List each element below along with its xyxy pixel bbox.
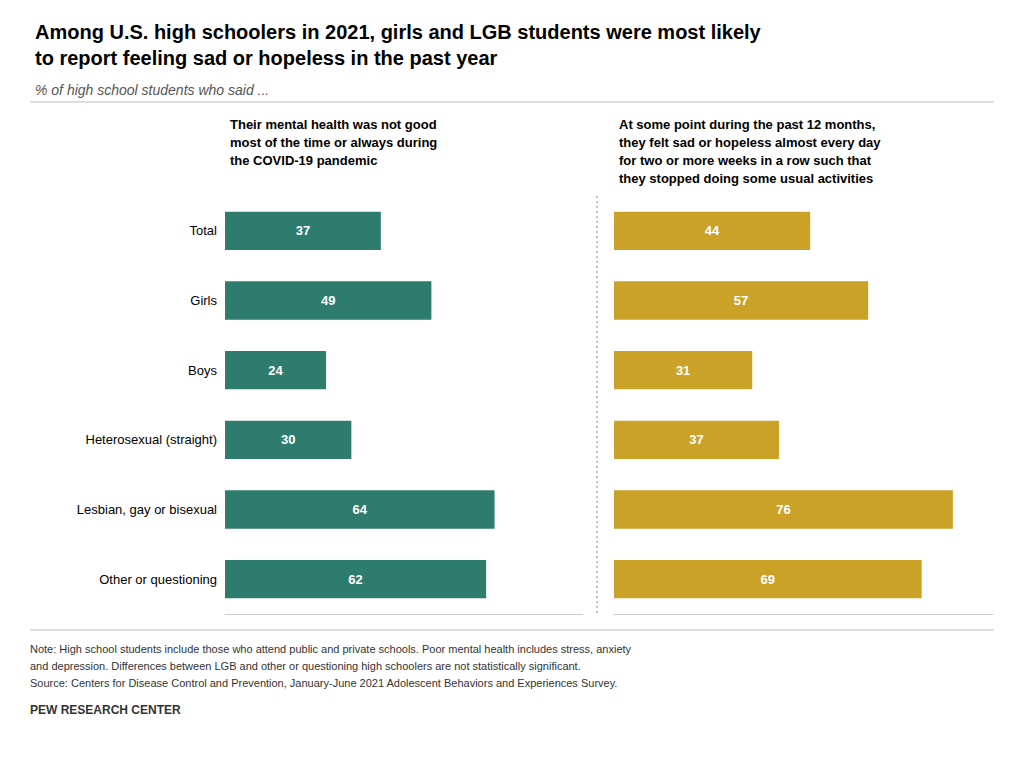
svg-text:and depression. Differences be: and depression. Differences between LGB … <box>30 660 581 672</box>
svg-text:30: 30 <box>281 432 295 447</box>
svg-text:37: 37 <box>296 223 310 238</box>
svg-text:Total: Total <box>190 223 218 238</box>
svg-text:Other or questioning: Other or questioning <box>99 572 217 587</box>
svg-text:57: 57 <box>734 293 748 308</box>
svg-text:Girls: Girls <box>190 293 217 308</box>
svg-text:31: 31 <box>676 363 690 378</box>
svg-text:PEW RESEARCH CENTER: PEW RESEARCH CENTER <box>30 703 181 717</box>
svg-text:for two or more weeks in a row: for two or more weeks in a row such that <box>619 153 872 168</box>
svg-text:49: 49 <box>321 293 335 308</box>
svg-text:Their mental health was not go: Their mental health was not good <box>230 117 437 132</box>
svg-text:37: 37 <box>689 432 703 447</box>
svg-text:most of the time or always dur: most of the time or always during <box>230 135 437 150</box>
svg-text:62: 62 <box>348 572 362 587</box>
svg-text:Heterosexual (straight): Heterosexual (straight) <box>86 432 218 447</box>
svg-text:Boys: Boys <box>188 363 217 378</box>
svg-text:Source: Centers for Disease Co: Source: Centers for Disease Control and … <box>30 677 617 689</box>
svg-text:24: 24 <box>268 363 283 378</box>
svg-text:69: 69 <box>761 572 775 587</box>
svg-text:Note: High school students inc: Note: High school students include those… <box>30 643 632 655</box>
svg-text:76: 76 <box>776 502 790 517</box>
svg-text:At some point during the past: At some point during the past 12 months, <box>619 117 875 132</box>
svg-text:they felt sad or hopeless almo: they felt sad or hopeless almost every d… <box>619 135 881 150</box>
svg-text:% of high school students who: % of high school students who said ... <box>35 82 269 98</box>
svg-text:Among U.S. high schoolers in 2: Among U.S. high schoolers in 2021, girls… <box>35 21 762 43</box>
svg-text:the COVID-19 pandemic: the COVID-19 pandemic <box>230 153 377 168</box>
svg-text:they stopped doing some usual: they stopped doing some usual activities <box>619 171 873 186</box>
svg-text:64: 64 <box>353 502 368 517</box>
svg-text:Lesbian, gay or bisexual: Lesbian, gay or bisexual <box>77 502 217 517</box>
svg-text:to report feeling sad or hopel: to report feeling sad or hopeless in the… <box>35 47 498 69</box>
svg-text:44: 44 <box>705 223 720 238</box>
